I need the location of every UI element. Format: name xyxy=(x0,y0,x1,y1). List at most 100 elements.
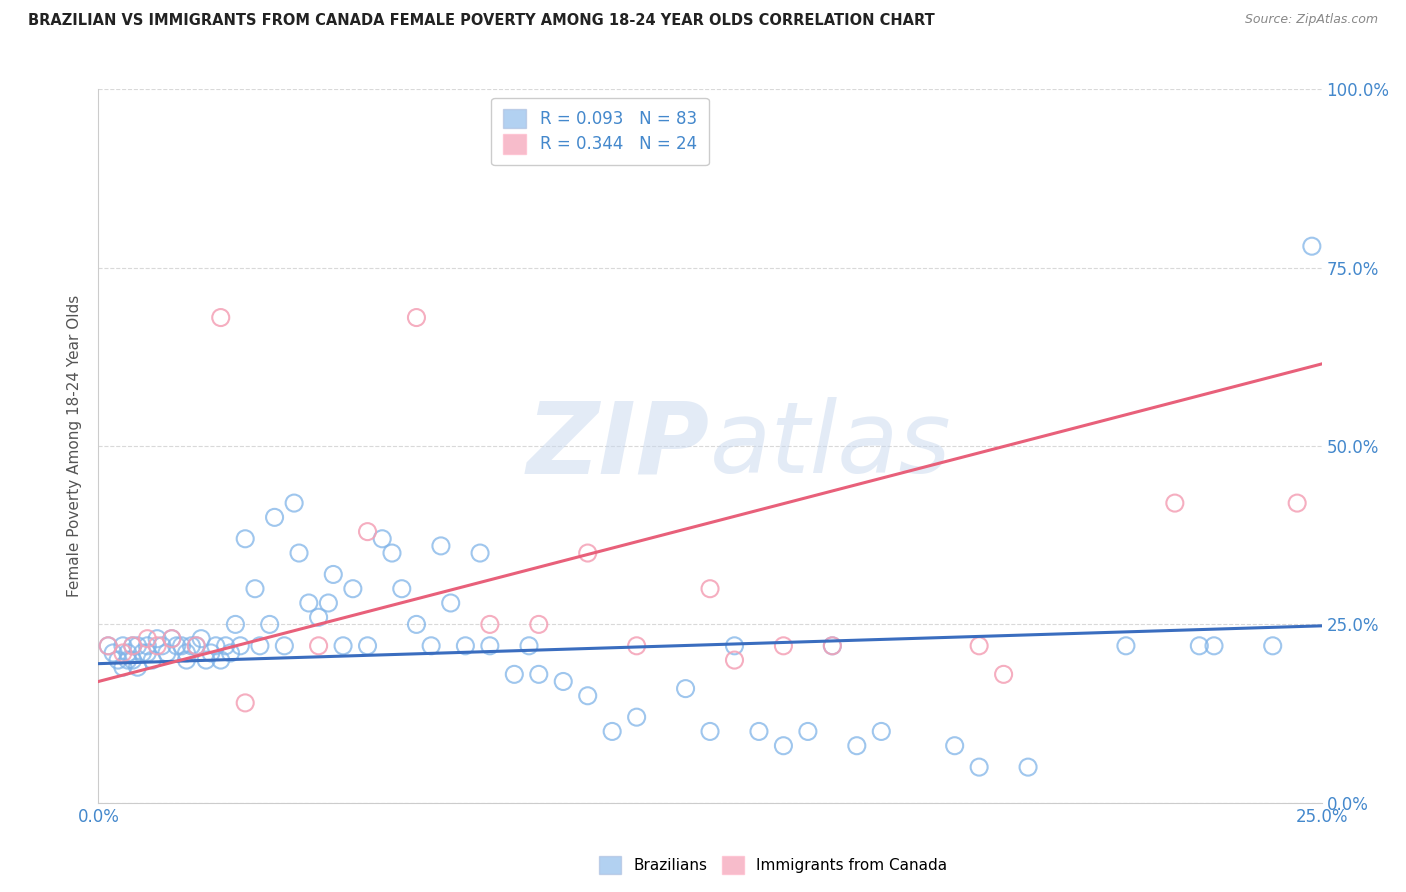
Point xyxy=(186,639,208,653)
Point xyxy=(111,639,134,653)
Point xyxy=(121,653,143,667)
Point xyxy=(553,674,575,689)
Point xyxy=(263,510,285,524)
Point xyxy=(229,639,252,653)
Point xyxy=(121,639,143,653)
Point xyxy=(503,667,526,681)
Point xyxy=(298,596,321,610)
Point xyxy=(150,639,173,653)
Point xyxy=(1286,496,1309,510)
Legend: Brazilians, Immigrants from Canada: Brazilians, Immigrants from Canada xyxy=(593,850,953,880)
Point xyxy=(170,639,193,653)
Point xyxy=(699,724,721,739)
Point xyxy=(209,310,232,325)
Point xyxy=(160,632,183,646)
Point xyxy=(675,681,697,696)
Point xyxy=(845,739,868,753)
Point xyxy=(943,739,966,753)
Point xyxy=(723,639,745,653)
Point xyxy=(243,582,266,596)
Point xyxy=(259,617,281,632)
Point xyxy=(190,632,212,646)
Point xyxy=(249,639,271,653)
Point xyxy=(318,596,340,610)
Point xyxy=(772,639,794,653)
Point xyxy=(176,653,198,667)
Point xyxy=(527,667,550,681)
Point xyxy=(195,653,218,667)
Point xyxy=(180,639,202,653)
Point xyxy=(209,653,232,667)
Point xyxy=(146,639,169,653)
Point xyxy=(97,639,120,653)
Point xyxy=(166,639,188,653)
Point xyxy=(517,639,540,653)
Point xyxy=(332,639,354,653)
Point xyxy=(797,724,820,739)
Point xyxy=(699,582,721,596)
Point xyxy=(1301,239,1323,253)
Point xyxy=(1188,639,1211,653)
Point xyxy=(233,532,256,546)
Point xyxy=(308,639,330,653)
Point xyxy=(288,546,311,560)
Point xyxy=(405,310,427,325)
Point xyxy=(454,639,477,653)
Point xyxy=(186,639,208,653)
Y-axis label: Female Poverty Among 18-24 Year Olds: Female Poverty Among 18-24 Year Olds xyxy=(67,295,83,597)
Legend: R = 0.093   N = 83, R = 0.344   N = 24: R = 0.093 N = 83, R = 0.344 N = 24 xyxy=(491,97,709,165)
Point xyxy=(600,724,623,739)
Point xyxy=(1164,496,1187,510)
Point xyxy=(371,532,394,546)
Point xyxy=(356,524,378,539)
Point xyxy=(121,639,143,653)
Point xyxy=(576,546,599,560)
Point xyxy=(821,639,844,653)
Point xyxy=(200,646,222,660)
Point xyxy=(160,632,183,646)
Point xyxy=(127,639,149,653)
Point xyxy=(117,653,139,667)
Point xyxy=(308,610,330,624)
Point xyxy=(391,582,413,596)
Point xyxy=(136,632,159,646)
Point xyxy=(205,639,228,653)
Point xyxy=(626,639,648,653)
Point xyxy=(626,710,648,724)
Point xyxy=(993,667,1015,681)
Point xyxy=(219,646,242,660)
Point xyxy=(1261,639,1284,653)
Point xyxy=(967,639,990,653)
Point xyxy=(224,617,246,632)
Point xyxy=(107,653,129,667)
Point xyxy=(127,660,149,674)
Point xyxy=(111,646,134,660)
Point xyxy=(342,582,364,596)
Point xyxy=(322,567,344,582)
Point xyxy=(1202,639,1225,653)
Point xyxy=(967,760,990,774)
Point xyxy=(821,639,844,653)
Point xyxy=(723,653,745,667)
Point xyxy=(283,496,305,510)
Point xyxy=(233,696,256,710)
Point xyxy=(141,653,163,667)
Point xyxy=(772,739,794,753)
Point xyxy=(176,646,198,660)
Point xyxy=(156,646,179,660)
Point xyxy=(748,724,770,739)
Point xyxy=(111,660,134,674)
Point xyxy=(214,639,236,653)
Point xyxy=(1017,760,1039,774)
Point xyxy=(405,617,427,632)
Point xyxy=(576,689,599,703)
Point xyxy=(527,617,550,632)
Text: atlas: atlas xyxy=(710,398,952,494)
Point xyxy=(420,639,443,653)
Point xyxy=(146,632,169,646)
Point xyxy=(101,646,124,660)
Point xyxy=(97,639,120,653)
Point xyxy=(273,639,295,653)
Point xyxy=(440,596,463,610)
Point xyxy=(478,617,501,632)
